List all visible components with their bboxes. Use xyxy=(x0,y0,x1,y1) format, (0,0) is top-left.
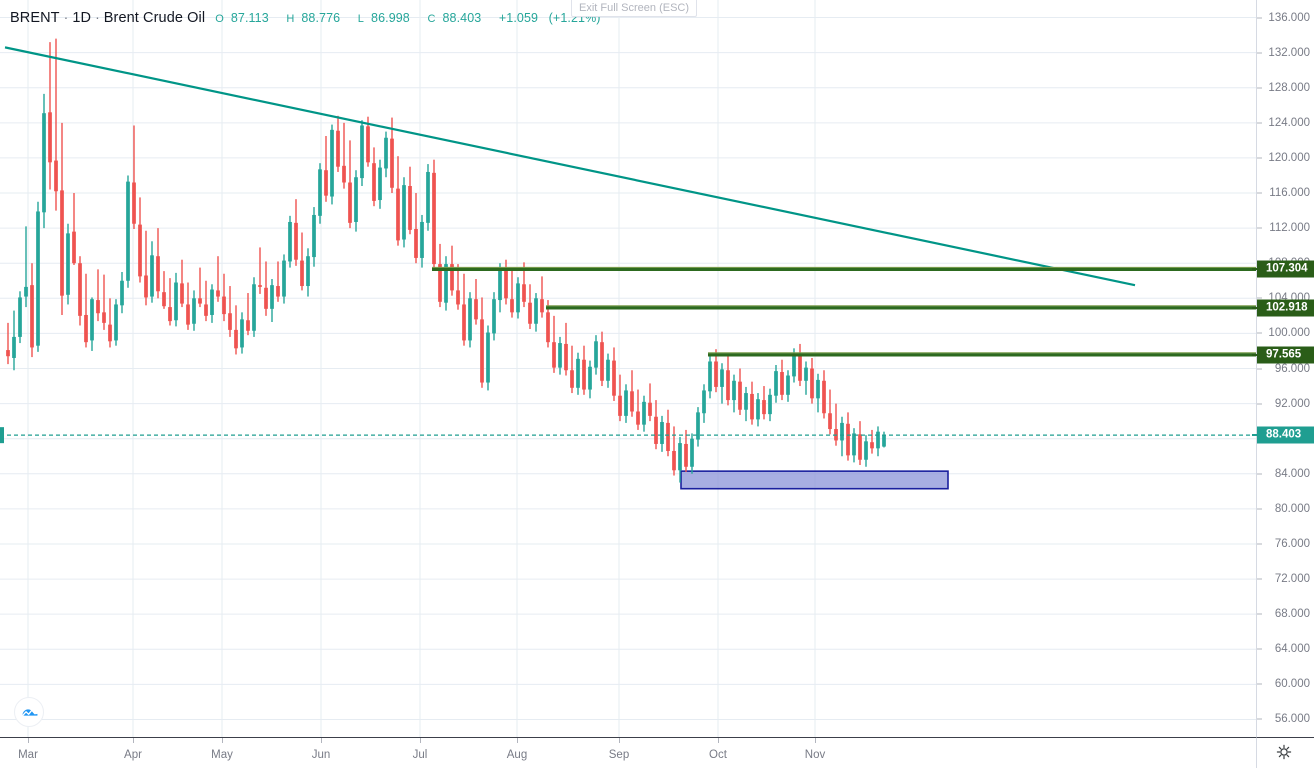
time-axis[interactable]: Mar Apr May Jun Jul Aug Sep Oct Nov xyxy=(0,737,1256,768)
price-tick-mark xyxy=(1257,157,1262,159)
time-tick-mark xyxy=(619,738,620,743)
ohlc-high-value: 88.776 xyxy=(301,11,341,25)
ohlc-open-key: O xyxy=(215,13,224,25)
candlestick-canvas xyxy=(0,0,1256,737)
price-tick-mark xyxy=(1257,613,1262,615)
price-tick-label: 120.000 xyxy=(1268,151,1310,164)
price-tick-mark xyxy=(1257,192,1262,194)
time-tick-mark xyxy=(718,738,719,743)
time-tick-label: Aug xyxy=(506,749,528,761)
gear-glyph xyxy=(1276,744,1292,760)
ohlc-low-value: 86.998 xyxy=(371,11,410,25)
chart-legend: BRENT · 1D · Brent Crude Oil O 87.113 H 88… xyxy=(10,9,608,26)
ohlc-open-value: 87.113 xyxy=(230,11,269,25)
price-tick-mark xyxy=(1257,368,1262,369)
price-tick-mark xyxy=(1257,332,1262,334)
chart-plot-area[interactable] xyxy=(0,0,1256,737)
price-tick-label: 76.000 xyxy=(1274,537,1310,550)
ohlc-close-key: C xyxy=(427,13,436,25)
price-tick-label: 124.000 xyxy=(1268,116,1310,129)
time-tick-mark xyxy=(321,738,322,743)
price-badge-97.565[interactable]: 97.565 xyxy=(1257,346,1314,364)
price-tick-label: 60.000 xyxy=(1274,678,1310,691)
time-tick-label: Jun xyxy=(311,749,331,761)
price-tick-label: 84.000 xyxy=(1274,467,1310,480)
time-tick-mark xyxy=(28,738,29,743)
price-tick-mark xyxy=(1257,683,1262,685)
ohlc-low-key: L xyxy=(357,13,365,25)
chart-wave-logo-icon xyxy=(14,697,44,727)
legend-sep-1: · xyxy=(63,9,69,25)
price-badge-102.918[interactable]: 102.918 xyxy=(1257,299,1314,317)
price-tick-label: 132.000 xyxy=(1268,46,1310,59)
time-tick-mark xyxy=(222,738,223,743)
price-tick-mark xyxy=(1257,52,1262,54)
price-badge-stub xyxy=(1252,268,1257,271)
price-tick-mark xyxy=(1257,718,1262,720)
price-tick-mark xyxy=(1257,17,1262,19)
candles xyxy=(6,38,886,483)
legend-ohlc: O 87.113 H 88.776 L 86.998 C 88.403 +1.059 (… xyxy=(215,11,607,25)
time-tick-label: Sep xyxy=(608,749,630,761)
price-badge-107.304[interactable]: 107.304 xyxy=(1257,260,1314,278)
time-tick-label: Oct xyxy=(709,749,727,761)
exit-fullscreen-button[interactable]: Exit Full Screen (ESC) xyxy=(571,0,698,17)
time-tick-mark xyxy=(517,738,518,743)
gear-icon[interactable] xyxy=(1275,743,1293,761)
price-tick-mark xyxy=(1257,403,1262,405)
legend-sep-2: · xyxy=(95,9,100,25)
axis-corner xyxy=(1256,737,1314,768)
ohlc-close-value: 88.403 xyxy=(442,11,482,25)
time-tick-mark xyxy=(420,738,421,743)
price-tick-mark xyxy=(1257,227,1262,229)
time-tick-mark xyxy=(133,738,134,743)
gridlines xyxy=(0,0,1256,737)
price-tick-label: 92.000 xyxy=(1274,397,1310,410)
price-tick-label: 68.000 xyxy=(1274,608,1310,621)
price-tick-mark xyxy=(1257,297,1262,299)
time-tick-label: Jul xyxy=(412,749,428,761)
demand-zone-rect xyxy=(680,470,949,490)
price-tick-mark xyxy=(1257,473,1262,475)
trendline-descending-resistance xyxy=(4,46,1136,287)
price-badge-stub xyxy=(1252,434,1257,437)
legend-description: Brent Crude Oil xyxy=(103,10,206,26)
time-tick-label: Nov xyxy=(804,749,826,761)
time-tick-label: May xyxy=(211,749,233,761)
time-tick-mark xyxy=(815,738,816,743)
time-tick-label: Apr xyxy=(124,749,142,761)
price-tick-label: 112.000 xyxy=(1269,222,1310,235)
price-tick-label: 116.000 xyxy=(1269,187,1310,200)
price-tick-label: 96.000 xyxy=(1274,362,1310,375)
legend-interval[interactable]: 1D xyxy=(72,10,92,26)
current-price-left-stub xyxy=(0,427,4,444)
price-tick-mark xyxy=(1257,87,1262,89)
price-tick-label: 136.000 xyxy=(1268,11,1310,24)
price-tick-label: 128.000 xyxy=(1268,81,1310,94)
legend-symbol[interactable]: BRENT xyxy=(10,10,60,26)
ohlc-change: +1.059 xyxy=(498,11,539,25)
price-tick-mark xyxy=(1257,543,1262,545)
logo-glyph xyxy=(21,708,37,716)
price-tick-label: 64.000 xyxy=(1274,643,1310,656)
time-tick-label: Mar xyxy=(18,749,38,761)
price-badge-stub xyxy=(1252,353,1257,356)
price-tick-mark xyxy=(1257,648,1262,650)
ohlc-high-key: H xyxy=(286,13,295,25)
price-tick-label: 100.000 xyxy=(1268,327,1310,340)
price-tick-mark xyxy=(1257,578,1262,580)
price-tick-label: 56.000 xyxy=(1274,713,1310,726)
price-tick-mark xyxy=(1257,122,1262,124)
price-tick-label: 80.000 xyxy=(1274,502,1310,515)
price-tick-mark xyxy=(1257,508,1262,510)
price-tick-label: 72.000 xyxy=(1274,573,1310,586)
price-badge-88.403[interactable]: 88.403 xyxy=(1257,426,1314,444)
price-badge-stub xyxy=(1252,306,1257,309)
price-axis[interactable]: 136.000 132.000 128.000 124.000 120.000 116.0… xyxy=(1252,0,1314,737)
